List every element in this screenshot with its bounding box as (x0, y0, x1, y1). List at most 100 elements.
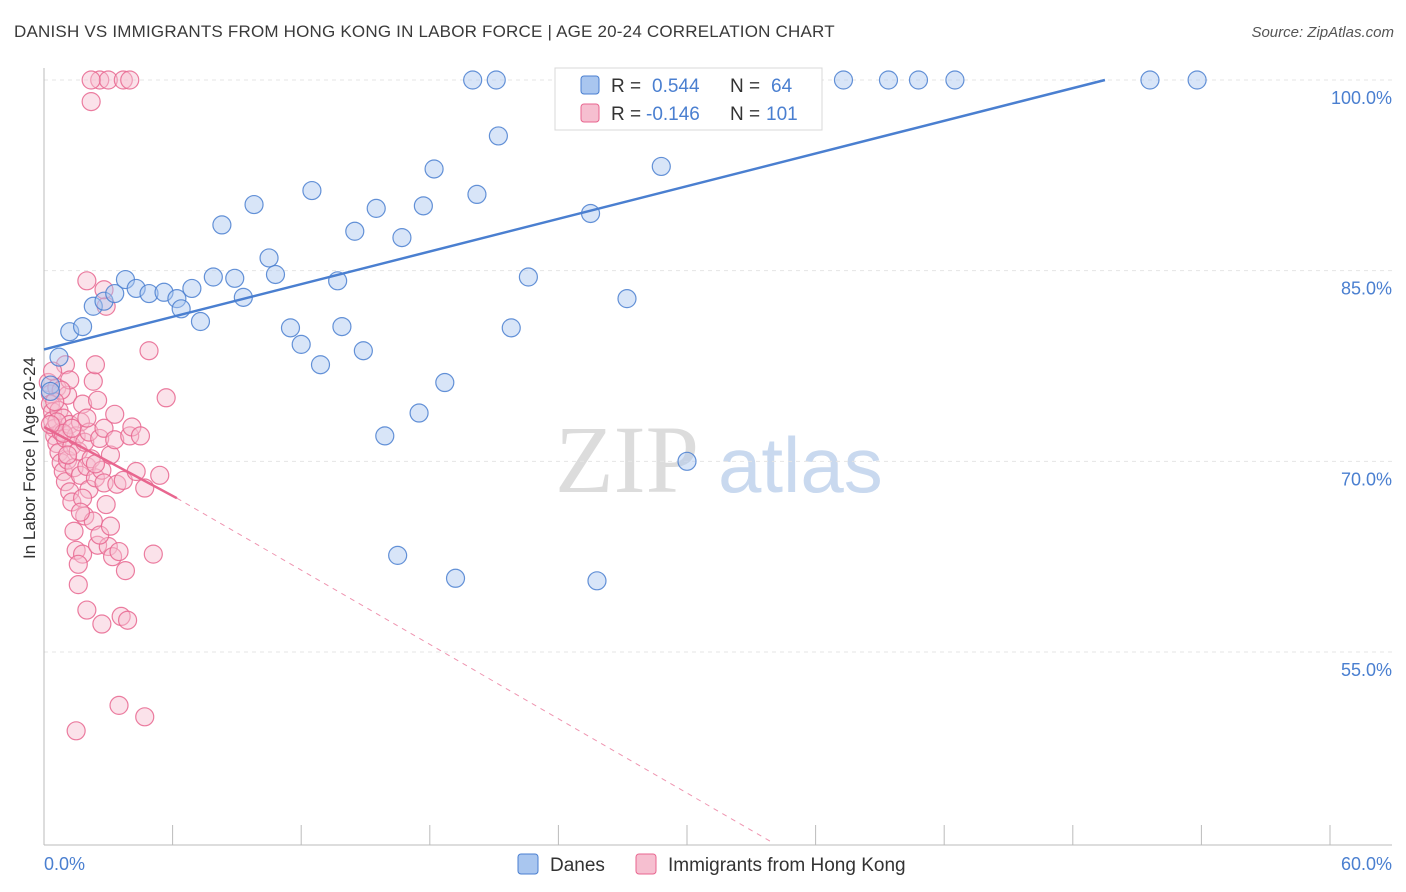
hk-n-value: 101 (766, 104, 798, 125)
danes-point-7 (126, 278, 146, 299)
danes-n-label: N = (730, 76, 760, 97)
series-hong-kong-points (38, 70, 176, 741)
danes-point-13 (190, 311, 211, 332)
hk-point-72 (143, 544, 163, 564)
danes-point-31 (388, 545, 408, 565)
hk-point-83 (135, 707, 155, 727)
hk-point-100 (120, 70, 140, 90)
hk-point-46 (87, 390, 108, 410)
danes-point-39 (467, 184, 487, 204)
x-tick-labels: 0.0% 60.0% (44, 854, 1392, 874)
danes-point-28 (353, 341, 373, 361)
y-tick-label-0: 100.0% (1331, 88, 1392, 108)
danes-point-35 (424, 159, 444, 179)
hk-point-50 (92, 614, 112, 634)
danes-point-43 (518, 267, 538, 287)
hk-trend-extension (176, 497, 773, 844)
hk-point-24 (64, 521, 84, 541)
series-danes-points (40, 70, 1207, 591)
hk-point-55 (98, 70, 118, 90)
trend-lines (43, 78, 1106, 844)
danes-point-38 (463, 70, 483, 90)
hk-r-label: R = (611, 104, 641, 125)
gridlines (44, 79, 1392, 653)
hk-point-99 (94, 280, 114, 300)
hk-point-82 (109, 695, 129, 715)
hk-point-58 (102, 547, 123, 567)
danes-point-56 (833, 70, 854, 90)
hk-point-47 (90, 428, 110, 449)
hk-point-44 (85, 355, 106, 375)
danes-point-10 (167, 289, 187, 309)
danes-point-3 (83, 296, 103, 316)
hk-point-28 (68, 575, 88, 595)
danes-point-52 (677, 451, 697, 471)
danes-point-48 (617, 289, 637, 309)
danes-point-23 (302, 180, 322, 201)
danes-trend-line (43, 78, 1106, 351)
danes-point-30 (375, 426, 395, 446)
danes-r-label: R = (611, 76, 641, 97)
series-legend: Danes Immigrants from Hong Kong (517, 853, 906, 876)
hk-swatch (580, 103, 600, 123)
hk-point-77 (42, 361, 63, 381)
hk-point-65 (117, 610, 138, 630)
danes-point-4 (94, 291, 114, 311)
hk-point-59 (105, 430, 125, 450)
danes-point-21 (280, 318, 301, 338)
legend-danes-label: Danes (550, 855, 605, 876)
watermark-zip: ZIP (555, 406, 699, 513)
hk-point-61 (109, 541, 129, 562)
danes-point-24 (310, 355, 331, 375)
hk-point-90 (72, 488, 93, 508)
hk-point-86 (68, 554, 88, 574)
danes-point-22 (291, 334, 311, 354)
y-tick-labels: 100.0% 85.0% 70.0% 55.0% (1331, 88, 1392, 680)
danes-point-32 (392, 228, 412, 248)
hk-point-89 (62, 418, 82, 438)
x-tick-label-max: 60.0% (1341, 854, 1392, 874)
danes-n-value: 64 (771, 76, 793, 97)
danes-point-26 (332, 316, 352, 337)
hk-point-54 (96, 494, 116, 515)
danes-point-29 (366, 198, 386, 218)
danes-point-18 (244, 194, 264, 215)
danes-point-34 (413, 196, 433, 216)
hk-point-68 (126, 461, 146, 482)
stats-legend-box (554, 67, 823, 131)
hk-point-80 (66, 721, 86, 741)
hk-point-36 (77, 271, 97, 291)
danes-point-19 (259, 248, 279, 268)
danes-point-12 (182, 278, 202, 299)
legend-hk-label: Immigrants from Hong Kong (668, 855, 906, 876)
hk-point-97 (70, 502, 91, 522)
hk-point-64 (115, 561, 136, 581)
danes-point-50 (651, 156, 671, 177)
legend-danes-swatch (517, 853, 539, 875)
danes-point-59 (945, 70, 965, 90)
hk-point-74 (156, 388, 176, 408)
chart-title: DANISH VS IMMIGRANTS FROM HONG KONG IN L… (14, 22, 835, 41)
watermark-atlas: atlas (718, 421, 883, 509)
hk-point-69 (130, 426, 151, 446)
watermark: ZIP atlas (555, 406, 883, 513)
danes-point-0 (49, 347, 69, 367)
danes-point-14 (203, 267, 223, 287)
danes-point-36 (435, 372, 455, 393)
danes-point-61 (1187, 70, 1207, 90)
hk-point-73 (150, 465, 170, 485)
danes-point-42 (501, 318, 521, 338)
danes-point-58 (908, 70, 929, 90)
danes-point-41 (488, 126, 508, 146)
danes-point-15 (212, 215, 232, 235)
axes (43, 68, 1392, 846)
hk-point-81 (77, 600, 97, 620)
danes-point-2 (72, 316, 93, 337)
danes-point-27 (345, 221, 365, 241)
danes-point-46 (587, 571, 607, 591)
danes-point-8 (139, 283, 159, 304)
danes-point-62 (40, 375, 61, 395)
stats-legend: R = 0.544 N = 64 R = -0.146 N = 101 (554, 67, 823, 131)
hk-point-93 (105, 404, 125, 424)
